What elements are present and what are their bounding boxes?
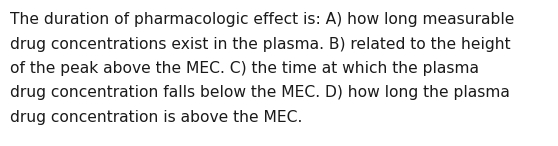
Text: of the peak above the MEC. C) the time at which the plasma: of the peak above the MEC. C) the time a…: [10, 61, 479, 76]
Text: drug concentrations exist in the plasma. B) related to the height: drug concentrations exist in the plasma.…: [10, 36, 511, 52]
Text: drug concentration is above the MEC.: drug concentration is above the MEC.: [10, 110, 302, 125]
Text: The duration of pharmacologic effect is: A) how long measurable: The duration of pharmacologic effect is:…: [10, 12, 514, 27]
Text: drug concentration falls below the MEC. D) how long the plasma: drug concentration falls below the MEC. …: [10, 86, 510, 100]
